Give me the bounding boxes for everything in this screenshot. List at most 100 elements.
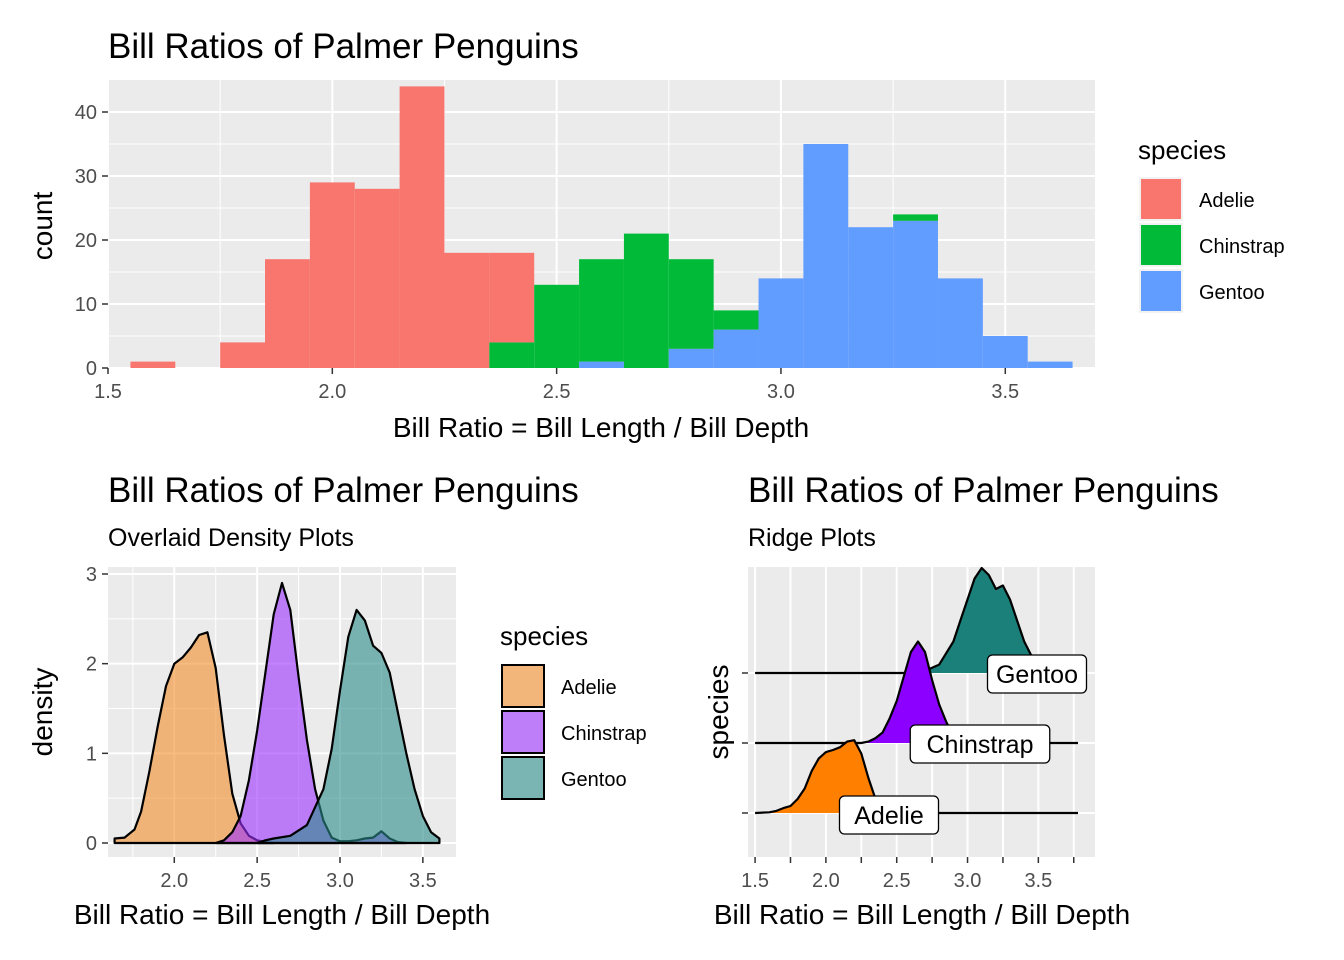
ridge-label-adelie: Adelie: [854, 802, 924, 830]
histogram-bar-adelie: [130, 361, 176, 368]
density-y-axis-label: density: [27, 668, 58, 757]
ridge-areas: [755, 566, 1078, 815]
ridge-label-box-gentoo: [986, 654, 1088, 694]
ridge-title: Bill Ratios of Palmer Penguins: [748, 471, 1219, 510]
density-legend-swatch-gentoo: [501, 756, 545, 800]
histogram-legend-title: species: [1138, 135, 1226, 165]
density-legend-label-chinstrap: Chinstrap: [561, 723, 647, 745]
density-subtitle: Overlaid Density Plots: [108, 524, 354, 552]
histogram-bar-gentoo: [982, 336, 1028, 368]
histogram-bar-chinstrap: [534, 284, 580, 368]
histogram-legend-label-chinstrap: Chinstrap: [1199, 236, 1285, 258]
density-legend: species Adelie Chinstrap Gentoo: [500, 621, 647, 800]
histogram-bar-gentoo: [668, 348, 714, 368]
density-title: Bill Ratios of Palmer Penguins: [108, 471, 579, 510]
density-chart: Bill Ratios of Palmer Penguins Overlaid …: [27, 471, 647, 930]
density-x-axis-label: Bill Ratio = Bill Length / Bill Depth: [74, 899, 490, 930]
histogram-bar-adelie: [309, 182, 355, 368]
ridge-x-tick-label: 3.5: [1024, 870, 1052, 892]
histogram-bar-gentoo: [937, 278, 983, 368]
histogram-bar-adelie: [399, 86, 445, 369]
histogram-legend-swatch-chinstrap: [1141, 225, 1181, 265]
ridge-area-chinstrap: [755, 641, 1078, 743]
histogram-x-axis-label: Bill Ratio = Bill Length / Bill Depth: [393, 412, 809, 443]
density-areas: [113, 581, 441, 845]
density-x-tick-label: 2.0: [160, 870, 188, 892]
ridge-area-adelie: [755, 740, 1078, 813]
histogram-legend-label-adelie: Adelie: [1199, 190, 1255, 212]
density-x-ticks: 2.0 2.5 3.0 3.5: [160, 857, 437, 892]
ridge-labels: Adelie Chinstrap Gentoo: [838, 654, 1088, 835]
histogram-bars: [130, 86, 1073, 369]
ridge-y-axis-label: species: [703, 665, 734, 760]
ridge-label-box-adelie: [838, 795, 940, 835]
histogram-y-tick-label: 0: [86, 358, 97, 380]
histogram-bar-adelie: [444, 252, 490, 368]
histogram-y-ticks: 0 10 20 30 40: [75, 102, 108, 380]
histogram-y-axis-label: count: [27, 192, 58, 261]
histogram-x-tick-label: 2.5: [543, 381, 571, 403]
histogram-chart: Bill Ratios of Palmer Penguins 0 10 20 30 40…: [27, 27, 1285, 443]
histogram-bar-gentoo: [713, 329, 759, 368]
histogram-y-tick-label: 40: [75, 102, 97, 124]
density-legend-swatch-chinstrap: [501, 710, 545, 754]
histogram-bar-gentoo: [758, 278, 804, 368]
density-y-tick-label: 3: [86, 564, 97, 586]
ridge-x-ticks: 1.5 2.0 2.5 3.0 3.5: [741, 857, 1075, 892]
histogram-y-tick-label: 20: [75, 230, 97, 252]
histogram-title: Bill Ratios of Palmer Penguins: [108, 27, 579, 66]
ridge-subtitle: Ridge Plots: [748, 524, 876, 552]
histogram-y-tick-label: 30: [75, 166, 97, 188]
histogram-bar-gentoo: [1027, 361, 1073, 368]
ridge-x-tick-label: 2.0: [812, 870, 840, 892]
histogram-bar-chinstrap: [489, 342, 535, 368]
histogram-bar-adelie: [354, 188, 400, 368]
histogram-legend-swatch-gentoo: [1141, 271, 1181, 311]
histogram-x-tick-label: 1.5: [94, 381, 122, 403]
ridge-x-tick-label: 2.5: [883, 870, 911, 892]
ridge-x-axis-label: Bill Ratio = Bill Length / Bill Depth: [714, 899, 1130, 930]
histogram-legend-swatch-adelie: [1141, 179, 1181, 219]
histogram-bar-adelie: [489, 252, 535, 343]
histogram-x-ticks: 1.5 2.0 2.5 3.0 3.5: [94, 368, 1019, 403]
histogram-bar-chinstrap: [579, 259, 624, 362]
density-y-ticks: 0 1 2 3: [86, 564, 108, 855]
ridge-area-gentoo: [755, 568, 1078, 673]
histogram-bar-chinstrap: [893, 214, 938, 221]
histogram-legend-items: Adelie Chinstrap Gentoo: [1139, 177, 1285, 313]
density-x-tick-label: 3.5: [409, 870, 437, 892]
histogram-bar-adelie: [265, 259, 310, 368]
density-legend-label-gentoo: Gentoo: [561, 769, 627, 791]
histogram-bar-gentoo: [579, 361, 624, 368]
ridge-label-chinstrap: Chinstrap: [927, 731, 1034, 759]
ridge-label-gentoo: Gentoo: [996, 661, 1078, 689]
histogram-y-tick-label: 10: [75, 294, 97, 316]
density-legend-label-adelie: Adelie: [561, 677, 617, 699]
histogram-bar-chinstrap: [668, 259, 714, 349]
histogram-bar-chinstrap: [713, 310, 759, 330]
histogram-bar-chinstrap: [623, 233, 669, 368]
ridge-x-tick-label: 3.0: [954, 870, 982, 892]
histogram-x-tick-label: 2.0: [318, 381, 346, 403]
ridge-label-box-chinstrap: [909, 724, 1051, 764]
density-x-tick-label: 3.0: [326, 870, 354, 892]
histogram-legend-label-gentoo: Gentoo: [1199, 282, 1265, 304]
density-legend-title: species: [500, 621, 588, 651]
histogram-bar-gentoo: [848, 227, 894, 368]
histogram-bar-adelie: [220, 342, 266, 368]
density-legend-items: Adelie Chinstrap Gentoo: [501, 664, 647, 800]
density-y-tick-label: 1: [86, 743, 97, 765]
histogram-x-tick-label: 3.0: [767, 381, 795, 403]
density-legend-swatch-adelie: [501, 664, 545, 708]
density-x-tick-label: 2.5: [243, 870, 271, 892]
histogram-legend: species Adelie Chinstrap Gentoo: [1138, 135, 1285, 313]
density-y-tick-label: 2: [86, 654, 97, 676]
density-y-tick-label: 0: [86, 833, 97, 855]
ridge-x-tick-label: 1.5: [741, 870, 769, 892]
histogram-bar-gentoo: [893, 220, 938, 368]
density-area-gentoo: [256, 608, 441, 845]
ridge-y-ticks: [742, 672, 748, 814]
ridge-chart: Bill Ratios of Palmer Penguins Ridge Plo…: [703, 471, 1219, 930]
histogram-bar-gentoo: [803, 144, 849, 368]
